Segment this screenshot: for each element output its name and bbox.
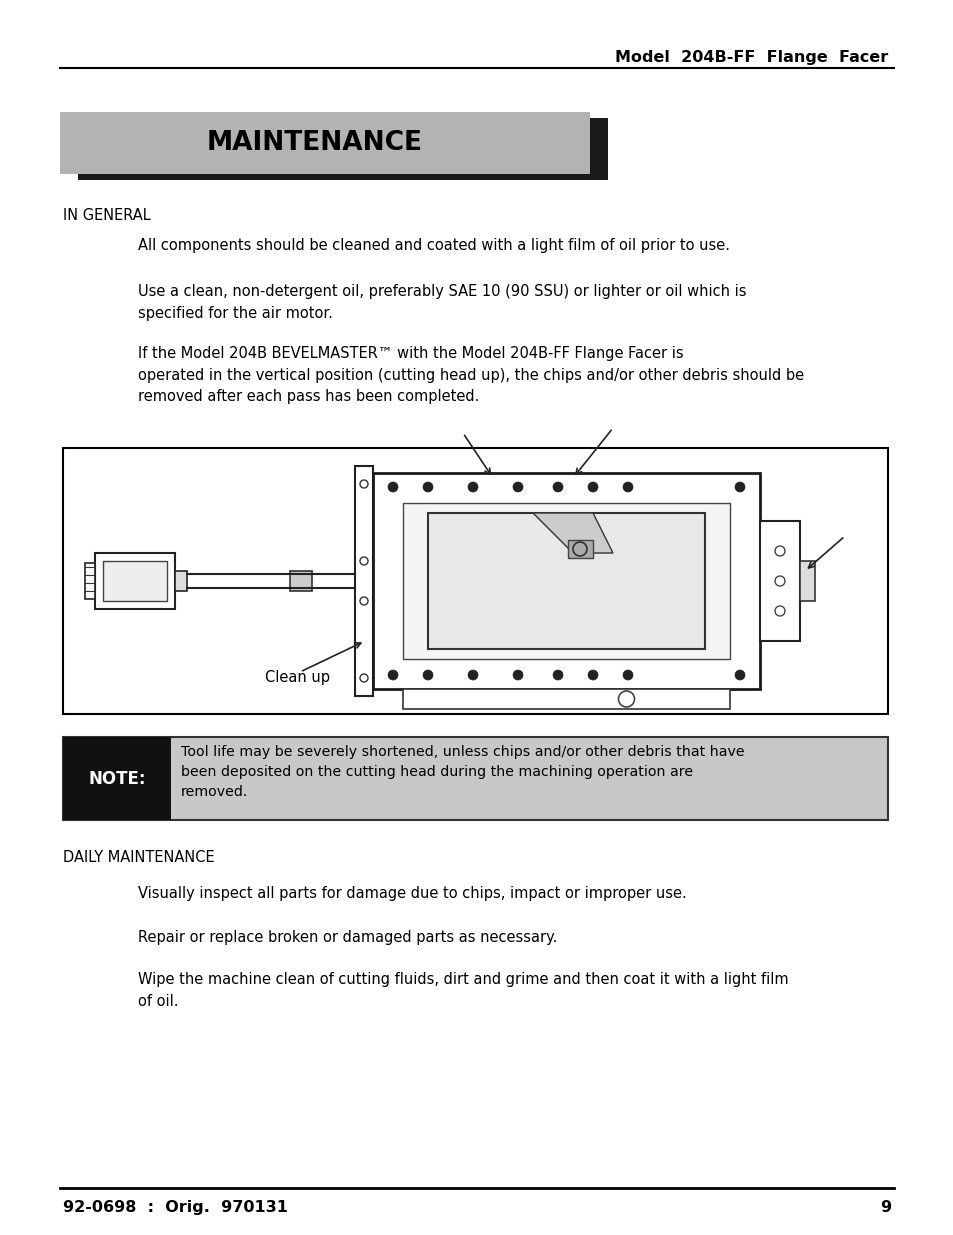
Text: Use a clean, non-detergent oil, preferably SAE 10 (90 SSU) or lighter or oil whi: Use a clean, non-detergent oil, preferab…	[138, 284, 745, 321]
Bar	[60, 112, 589, 174]
Text: Tool life may be severely shortened, unless chips and/or other debris that have
: Tool life may be severely shortened, unl…	[181, 745, 744, 799]
Bar	[355, 466, 373, 697]
Bar	[63, 737, 171, 820]
Circle shape	[422, 671, 433, 680]
Bar	[402, 689, 729, 709]
Text: Wipe the machine clean of cutting fluids, dirt and grime and then coat it with a: Wipe the machine clean of cutting fluids…	[138, 972, 788, 1009]
Bar	[800, 561, 814, 601]
Bar	[428, 513, 704, 650]
Bar	[85, 563, 95, 599]
Circle shape	[422, 482, 433, 492]
Text: All components should be cleaned and coated with a light film of oil prior to us: All components should be cleaned and coa…	[138, 238, 729, 253]
Circle shape	[513, 671, 522, 680]
Circle shape	[513, 482, 522, 492]
Bar	[63, 448, 887, 714]
Bar	[760, 521, 800, 641]
Bar	[63, 737, 887, 820]
Circle shape	[734, 482, 744, 492]
Circle shape	[622, 671, 633, 680]
Circle shape	[388, 482, 397, 492]
Text: Repair or replace broken or damaged parts as necessary.: Repair or replace broken or damaged part…	[138, 930, 557, 945]
Circle shape	[622, 482, 633, 492]
Text: IN GENERAL: IN GENERAL	[63, 207, 151, 224]
Text: 9: 9	[879, 1200, 890, 1215]
Text: DAILY MAINTENANCE: DAILY MAINTENANCE	[63, 850, 214, 864]
Text: MAINTENANCE: MAINTENANCE	[207, 130, 422, 156]
Polygon shape	[533, 513, 613, 553]
Bar	[373, 473, 760, 689]
Text: NOTE:: NOTE:	[89, 769, 146, 788]
Circle shape	[734, 671, 744, 680]
Circle shape	[553, 671, 562, 680]
Circle shape	[587, 671, 598, 680]
Text: Clean up: Clean up	[265, 671, 330, 685]
Text: Visually inspect all parts for damage due to chips, impact or improper use.: Visually inspect all parts for damage du…	[138, 885, 686, 902]
Bar	[402, 503, 729, 659]
Bar	[103, 561, 167, 601]
Bar	[95, 553, 174, 609]
Bar	[174, 571, 187, 592]
Text: If the Model 204B BEVELMASTER™ with the Model 204B-FF Flange Facer is
operated i: If the Model 204B BEVELMASTER™ with the …	[138, 346, 803, 404]
Bar	[567, 540, 593, 558]
Circle shape	[587, 482, 598, 492]
Bar	[78, 119, 607, 180]
Circle shape	[553, 482, 562, 492]
Circle shape	[388, 671, 397, 680]
Text: Model  204B-FF  Flange  Facer: Model 204B-FF Flange Facer	[614, 49, 887, 65]
Circle shape	[468, 671, 477, 680]
Circle shape	[468, 482, 477, 492]
Bar	[290, 571, 312, 592]
Text: 92-0698  :  Orig.  970131: 92-0698 : Orig. 970131	[63, 1200, 288, 1215]
